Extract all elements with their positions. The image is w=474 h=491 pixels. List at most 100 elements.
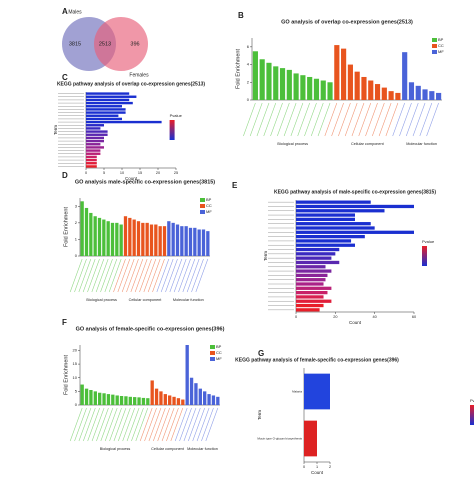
bar <box>102 393 106 405</box>
bar <box>296 286 332 290</box>
group-label: Biological process <box>86 298 117 302</box>
x-tick-label: 25 <box>174 171 178 175</box>
venn-count: 2513 <box>99 41 111 47</box>
bar <box>86 143 101 146</box>
legend-gradient <box>470 405 474 425</box>
legend-title: Pvalue <box>170 113 183 118</box>
term-label-line <box>157 407 170 442</box>
bar <box>259 59 265 100</box>
bar <box>86 165 97 168</box>
term-label-line <box>74 407 87 442</box>
term-label-line <box>170 407 184 442</box>
panel-letter: A <box>62 7 68 16</box>
bar <box>93 216 97 256</box>
term-label-line <box>372 102 385 137</box>
bar <box>296 295 324 299</box>
y-axis-title: Term <box>257 410 262 420</box>
bar <box>136 221 141 256</box>
x-tick-label: 0 <box>295 315 297 319</box>
bar <box>145 222 149 256</box>
bar <box>296 247 340 252</box>
bar <box>86 162 97 165</box>
term-label-line <box>104 258 118 293</box>
bar <box>86 120 162 124</box>
bar <box>296 217 355 222</box>
legend-swatch <box>432 50 437 54</box>
bar <box>296 303 324 308</box>
term-label-line <box>135 407 149 442</box>
term-label-line <box>95 258 109 293</box>
y-tick-label: Malaria <box>292 389 302 393</box>
bar <box>86 117 122 121</box>
term-label-line <box>87 258 100 293</box>
x-tick-label: 20 <box>333 315 337 319</box>
bar <box>86 127 101 130</box>
bar <box>149 224 154 256</box>
term-label-line <box>195 258 209 293</box>
term-label-line <box>130 258 144 293</box>
bar <box>86 152 101 155</box>
bar <box>436 92 442 100</box>
bar <box>395 92 401 100</box>
term-label-line <box>156 258 170 293</box>
bar <box>86 158 97 162</box>
y-tick-label: 20 <box>73 348 78 353</box>
term-label-line <box>169 258 183 293</box>
x-tick-label: 5 <box>103 171 105 175</box>
term-label-line <box>243 102 256 137</box>
term-label-line <box>121 258 135 293</box>
group-label: Biological process <box>277 142 308 146</box>
term-label-line <box>205 407 219 442</box>
bar <box>146 398 150 405</box>
term-label-line <box>74 258 87 293</box>
legend-swatch <box>210 357 215 361</box>
bar <box>293 73 299 100</box>
legend-swatch <box>210 351 215 355</box>
term-label-line <box>192 407 205 442</box>
bar <box>141 222 145 256</box>
legend-swatch <box>200 204 205 208</box>
bar <box>252 51 258 100</box>
term-label-line <box>182 258 196 293</box>
term-label-line <box>201 407 214 442</box>
term-label-line <box>100 258 113 293</box>
y-tick-label: Mucin type O-glycan biosynthesis <box>257 436 302 440</box>
set-label: Females <box>129 72 149 78</box>
bar <box>198 388 202 405</box>
term-label-line <box>113 258 126 293</box>
term-label-line <box>385 102 399 137</box>
bar <box>86 130 108 133</box>
term-label-line <box>126 407 140 442</box>
y-axis-title: Term <box>53 125 58 135</box>
term-label-line <box>147 258 161 293</box>
term-label-line <box>297 102 310 137</box>
bar <box>341 48 347 100</box>
bar <box>102 219 106 256</box>
bar <box>184 226 188 256</box>
bar <box>181 399 185 405</box>
bar <box>273 66 279 100</box>
bar <box>296 265 326 269</box>
bar <box>296 204 414 209</box>
bar <box>86 95 137 98</box>
term-label-line <box>78 407 92 442</box>
bar <box>313 78 320 100</box>
bar <box>296 234 365 239</box>
bar <box>115 222 119 256</box>
term-label-line <box>188 407 201 442</box>
bar <box>124 396 128 405</box>
bar <box>361 76 367 100</box>
group-label: Cellular component <box>351 142 385 146</box>
bar <box>172 396 176 405</box>
bar <box>106 221 110 256</box>
x-tick-label: 40 <box>373 315 377 319</box>
term-label-line <box>263 102 277 137</box>
bar <box>415 85 421 100</box>
term-label-line <box>290 102 304 137</box>
term-label-line <box>174 407 188 442</box>
term-label-line <box>152 258 165 293</box>
bar <box>304 373 330 410</box>
term-label-line <box>113 407 127 442</box>
term-label-line <box>160 258 174 293</box>
